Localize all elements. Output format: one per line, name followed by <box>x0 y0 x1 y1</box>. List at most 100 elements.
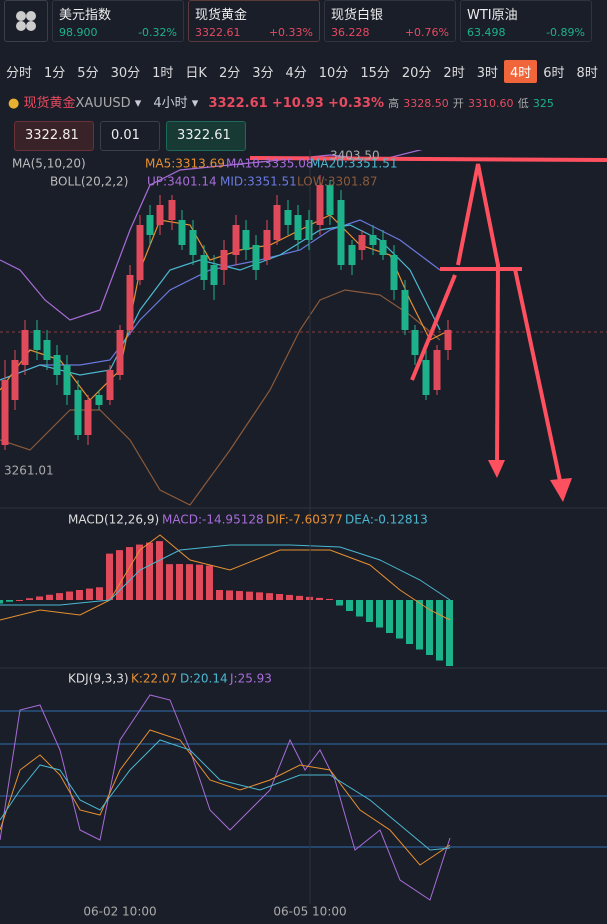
ask-button[interactable]: 3322.61 <box>166 121 246 151</box>
macd-bar <box>296 595 303 600</box>
candle-body <box>326 185 334 215</box>
macd-bar <box>406 600 413 644</box>
kdj-levels <box>0 710 607 848</box>
macd-bar <box>206 565 213 600</box>
timeframe[interactable]: 1分 <box>44 66 66 81</box>
candle-body <box>106 370 114 400</box>
candle-body <box>43 340 51 360</box>
ticker-row: 98.900 -0.32% <box>59 26 177 39</box>
macd-bar <box>6 600 13 602</box>
code: XAUUSD <box>75 96 131 111</box>
macd-bar <box>376 600 383 628</box>
high-mark: 3403.50 <box>330 150 380 163</box>
change: +10.93 <box>271 96 324 111</box>
timeframe[interactable]: 10分 <box>318 66 349 81</box>
ticker-card[interactable]: 现货白银 36.228 +0.76% <box>324 0 456 42</box>
macd-bar <box>156 541 163 600</box>
macd-bar <box>356 600 363 617</box>
ma20: MA20:3351.51 <box>310 157 398 171</box>
timeframe-bar: 分时 1分 5分 30分 1时 日K 2分 3分 4分 10分 15分 20分 2时 3时 4时 6时 8时 <box>0 60 607 83</box>
macd-bar <box>366 600 373 622</box>
ticker-card[interactable]: 现货黄金 3322.61 +0.33% <box>188 0 320 42</box>
timeframe[interactable]: 3时 <box>476 66 498 81</box>
timeframe[interactable]: 4时 <box>503 60 538 83</box>
high-label: 高 <box>388 97 400 110</box>
timeframe[interactable]: 15分 <box>360 66 390 81</box>
candle-body <box>63 365 71 395</box>
candle-body <box>210 265 218 285</box>
bid-button[interactable]: 3322.81 <box>14 121 94 151</box>
timeframe[interactable]: 1时 <box>152 66 174 81</box>
boll-low: LOW:3301.87 <box>297 175 378 189</box>
macd-bar <box>416 600 423 650</box>
k-value: K:22.07 <box>131 672 177 686</box>
macd-bar <box>246 591 253 600</box>
d-value: D:20.14 <box>180 672 228 686</box>
timeframe[interactable]: 5分 <box>77 66 99 81</box>
ticker-card[interactable]: 美元指数 98.900 -0.32% <box>52 0 184 42</box>
boll-mid: MID:3351.51 <box>220 175 297 189</box>
macd-bar <box>236 591 243 600</box>
macd-name: MACD(12,26,9) <box>68 513 159 527</box>
x-label: 06-05 10:00 <box>273 905 346 919</box>
low-mark: 3261.01 <box>4 464 54 478</box>
high: 3328.50 <box>403 97 449 110</box>
candle-body <box>273 205 281 240</box>
period[interactable]: 4小时 <box>153 96 188 111</box>
ma5: MA5:3313.69 <box>145 157 225 171</box>
candle-body <box>284 210 292 225</box>
x-label: 06-02 10:00 <box>83 905 156 919</box>
macd-bar <box>96 587 103 600</box>
menu-logo[interactable] <box>4 0 48 42</box>
kdj-lines <box>0 694 451 901</box>
order-row: 3322.81 0.01 3322.61 <box>14 121 246 151</box>
symbol[interactable]: 现货黄金 <box>23 96 76 111</box>
candle-body <box>444 330 452 350</box>
macd-bar <box>266 593 273 600</box>
timeframe[interactable]: 日K <box>185 66 207 81</box>
timeframe[interactable]: 2分 <box>218 66 241 81</box>
macd-bar <box>146 542 153 600</box>
low-label: 低 <box>517 97 529 110</box>
candle-body <box>316 185 324 225</box>
candle-body <box>178 220 186 245</box>
ticker-name: 现货黄金 <box>195 8 248 23</box>
ticker-price: 98.900 <box>59 26 98 39</box>
candle-body <box>146 215 154 235</box>
timeframe[interactable]: 8时 <box>576 66 598 81</box>
timeframe[interactable]: 2时 <box>443 66 465 81</box>
candle-body <box>200 255 208 280</box>
timeframe[interactable]: 30分 <box>110 66 141 81</box>
macd-bar <box>276 593 283 600</box>
quote-header: ● 现货黄金XAUUSD ▾ 4小时 ▾ 3322.61 +10.93 +0.3… <box>8 96 554 111</box>
macd-bar <box>446 600 453 666</box>
macd-bar <box>36 596 43 600</box>
ticker-change: +0.76% <box>404 26 449 39</box>
ticker-row: 36.228 +0.76% <box>331 26 449 39</box>
macd-bar <box>226 590 233 600</box>
timeframe[interactable]: 6时 <box>543 66 565 81</box>
price: 3322.61 <box>208 96 268 111</box>
ticker-row: 63.498 -0.89% <box>467 26 585 39</box>
candle-body <box>358 235 366 250</box>
macd-bar <box>436 600 443 661</box>
timeframe[interactable]: 4分 <box>285 66 307 81</box>
macd-bar <box>316 597 323 600</box>
boll-name: BOLL(20,2,2) <box>50 175 128 189</box>
ticker-name: 美元指数 <box>59 8 112 23</box>
candle-body <box>379 240 387 255</box>
macd-bar <box>256 592 263 600</box>
quantity-input[interactable]: 0.01 <box>100 121 160 151</box>
candle-body <box>263 230 271 260</box>
timeframe[interactable]: 20分 <box>401 66 432 81</box>
ticker-card[interactable]: WTI原油 63.498 -0.89% <box>460 0 592 42</box>
ticker-change: +0.33% <box>268 26 313 39</box>
timeframe[interactable]: 3分 <box>252 66 274 81</box>
candle-body <box>411 330 419 355</box>
indicator-lines <box>0 150 451 506</box>
candles <box>1 175 452 450</box>
timeframe[interactable]: 分时 <box>6 66 33 81</box>
macd-bar <box>46 594 53 600</box>
candle-body <box>252 245 260 270</box>
